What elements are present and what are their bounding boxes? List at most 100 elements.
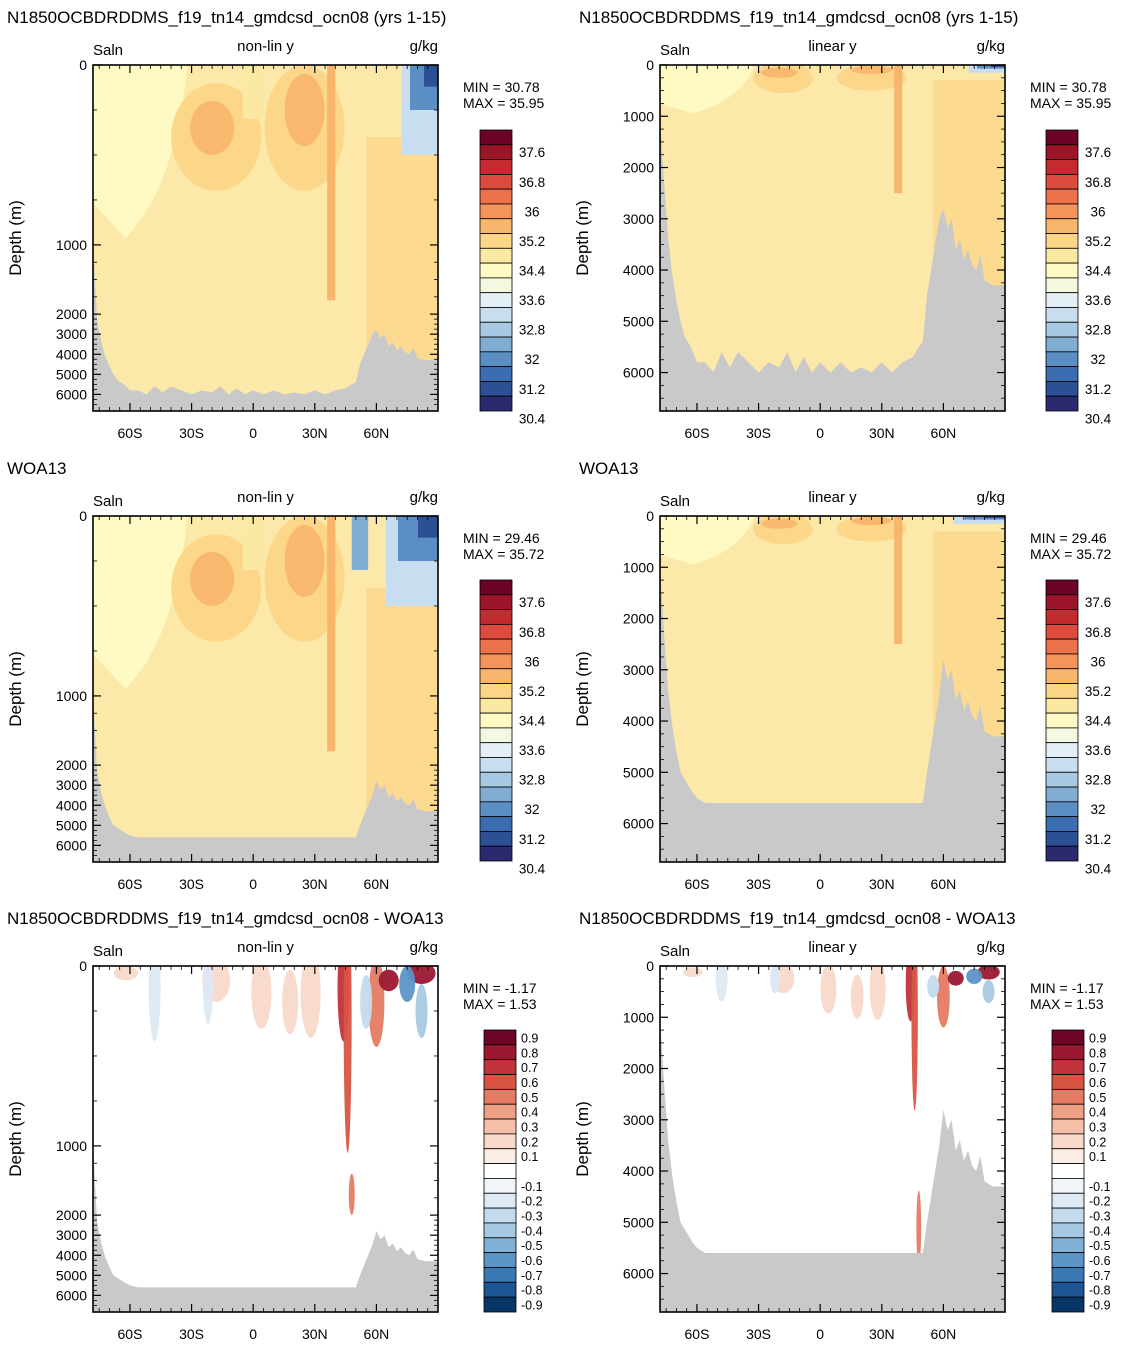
- colorbar-label: 34.4: [519, 264, 546, 279]
- colorbar-swatch: [1045, 845, 1079, 862]
- ytick-label: 1000: [56, 237, 87, 253]
- colorbar-swatch: [483, 1267, 517, 1283]
- panel-title: N1850OCBDRDDMS_f19_tn14_gmdcsd_ocn08 (yr…: [579, 8, 1018, 27]
- colorbar-swatch: [479, 321, 513, 338]
- colorbar-swatch: [1045, 742, 1079, 758]
- colorbar-swatch: [1045, 321, 1079, 338]
- positive-anomaly-6: [911, 966, 918, 1111]
- xtick-label: 0: [816, 876, 824, 892]
- xtick-label: 60N: [364, 876, 390, 892]
- ytick-label: 2000: [56, 306, 87, 322]
- units-label: g/kg: [410, 38, 438, 55]
- colorbar-swatch: [479, 173, 513, 190]
- ytick-label: 4000: [623, 262, 654, 278]
- colorbar-swatch: [1045, 277, 1079, 294]
- variable-label: Saln: [660, 943, 690, 960]
- colorbar-swatch: [479, 609, 513, 625]
- ytick-label: 1000: [623, 1009, 654, 1025]
- colorbar-swatch: [1051, 1029, 1085, 1046]
- units-label: g/kg: [410, 489, 438, 506]
- colorbar-swatch: [1045, 351, 1079, 368]
- ytick-label: 6000: [623, 816, 654, 832]
- colorbar-label: 34.4: [519, 714, 546, 729]
- colorbar: 37.6 36.8 36 35.2 34.4 33.6 32.8 32 31.2 30.4: [479, 129, 546, 426]
- colorbar-label: 30.4: [519, 411, 546, 426]
- xtick-label: 0: [816, 425, 824, 441]
- colorbar-swatch: [1045, 336, 1079, 353]
- colorbar: 0.90.80.70.60.50.40.30.20.1-0.1-0.2-0.3-…: [1051, 1029, 1111, 1313]
- positive-anomaly-0: [683, 967, 703, 978]
- colorbar-label: 0.3: [1089, 1120, 1106, 1134]
- colorbar-label: 36: [1090, 204, 1105, 219]
- colorbar-swatch: [479, 218, 513, 234]
- ytick-label: 4000: [56, 1247, 87, 1263]
- colorbar-swatch: [479, 336, 513, 353]
- xtick-label: 60S: [685, 1326, 710, 1342]
- ytick-label: 2000: [623, 611, 654, 627]
- colorbar-swatch: [1051, 1267, 1085, 1283]
- max-value: MAX = 35.95: [1030, 95, 1112, 111]
- colorbar-swatch: [479, 623, 513, 640]
- colorbar-swatch: [1045, 395, 1079, 412]
- scale-label: linear y: [808, 939, 857, 956]
- arctic-fresh-surface: [968, 65, 1005, 73]
- colorbar-swatch: [483, 1281, 517, 1298]
- variable-label: Saln: [660, 42, 690, 59]
- scale-label: non-lin y: [237, 489, 294, 506]
- colorbar-label: -0.1: [1089, 1180, 1111, 1194]
- salty-cell-south: [753, 65, 814, 94]
- scale-label: linear y: [808, 38, 857, 55]
- colorbar-label: 36: [524, 204, 539, 219]
- colorbar-swatch: [1045, 816, 1079, 832]
- ytick-label: 0: [646, 958, 654, 974]
- seafloor-land: [93, 244, 438, 411]
- colorbar-label: 37.6: [519, 595, 545, 610]
- colorbar-label: 32.8: [519, 323, 545, 338]
- colorbar-label: 35.2: [1085, 234, 1111, 249]
- xtick-label: 30N: [869, 425, 895, 441]
- colorbar-label: 35.2: [519, 234, 545, 249]
- plot-area: [660, 966, 1005, 1312]
- negative-anomaly-1: [770, 966, 780, 994]
- colorbar-swatch: [1045, 144, 1079, 160]
- colorbar-label: 30.4: [1085, 411, 1112, 426]
- colorbar-swatch: [483, 1044, 517, 1061]
- colorbar-swatch: [479, 159, 513, 175]
- ytick-label: 1000: [56, 688, 87, 704]
- arctic-freshest: [991, 65, 1005, 68]
- mediterranean-outflow: [894, 516, 903, 645]
- colorbar-label: 33.6: [519, 293, 545, 308]
- xtick-label: 30N: [302, 1326, 328, 1342]
- colorbar-label: 31.2: [1085, 832, 1111, 847]
- colorbar-label: 32: [524, 352, 539, 367]
- ytick-label: 5000: [623, 1214, 654, 1230]
- colorbar-swatch: [1045, 159, 1079, 175]
- scale-label: linear y: [808, 489, 857, 506]
- max-value: MAX = 35.72: [1030, 546, 1112, 562]
- colorbar-swatch: [479, 144, 513, 160]
- colorbar-label: 0.9: [1089, 1031, 1106, 1045]
- colorbar-swatch: [1051, 1118, 1085, 1135]
- salty-core-south: [761, 67, 798, 78]
- min-value: MIN = -1.17: [1030, 980, 1104, 996]
- colorbar-swatch: [479, 579, 513, 596]
- colorbar-swatch: [1045, 683, 1079, 699]
- plot-frame: [92, 64, 439, 412]
- colorbar-label: -0.9: [1089, 1299, 1111, 1313]
- min-value: MIN = 30.78: [1030, 79, 1107, 95]
- positive-anomaly-3: [282, 969, 299, 1035]
- colorbar-swatch: [1051, 1281, 1085, 1298]
- plot-area: [660, 516, 1005, 862]
- colorbar-swatch: [479, 742, 513, 758]
- max-value: MAX = 1.53: [1030, 996, 1104, 1012]
- xtick-label: 30S: [746, 1326, 771, 1342]
- colorbar-swatch: [479, 594, 513, 610]
- colorbar: 0.90.80.70.60.50.40.30.20.1-0.1-0.2-0.3-…: [483, 1029, 543, 1313]
- variable-label: Saln: [660, 493, 690, 510]
- colorbar-swatch: [479, 381, 513, 397]
- ytick-label: 0: [79, 57, 87, 73]
- xtick-label: 30S: [179, 1326, 204, 1342]
- colorbar-swatch: [483, 1059, 517, 1075]
- colorbar-swatch: [1045, 188, 1079, 205]
- scale-label: non-lin y: [237, 939, 294, 956]
